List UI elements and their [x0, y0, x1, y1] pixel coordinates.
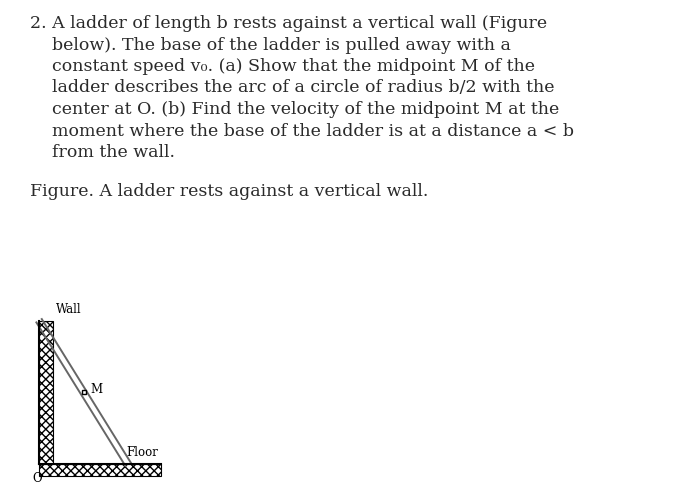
Text: constant speed v₀. (a) Show that the midpoint M of the: constant speed v₀. (a) Show that the mid… — [30, 58, 535, 75]
Text: O: O — [33, 472, 43, 485]
Text: 2. A ladder of length b rests against a vertical wall (Figure: 2. A ladder of length b rests against a … — [30, 15, 547, 32]
Polygon shape — [39, 464, 161, 476]
Text: ladder describes the arc of a circle of radius b/2 with the: ladder describes the arc of a circle of … — [30, 80, 554, 97]
Text: Floor: Floor — [126, 446, 158, 459]
Text: Figure. A ladder rests against a vertical wall.: Figure. A ladder rests against a vertica… — [30, 184, 428, 200]
Text: from the wall.: from the wall. — [30, 144, 175, 161]
Text: M: M — [91, 383, 103, 396]
Polygon shape — [39, 321, 53, 464]
Text: center at O. (b) Find the velocity of the midpoint M at the: center at O. (b) Find the velocity of th… — [30, 101, 559, 118]
Text: moment where the base of the ladder is at a distance a < b: moment where the base of the ladder is a… — [30, 122, 574, 140]
Text: Wall: Wall — [56, 303, 82, 316]
Text: below). The base of the ladder is pulled away with a: below). The base of the ladder is pulled… — [30, 37, 511, 53]
